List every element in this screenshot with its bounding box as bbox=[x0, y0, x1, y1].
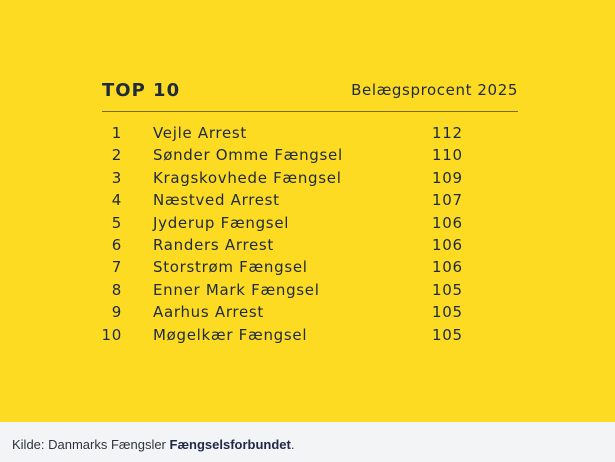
row-value: 105 bbox=[432, 303, 463, 322]
row-rank: 2 bbox=[111, 146, 122, 165]
row-name: Storstrøm Fængsel bbox=[153, 258, 308, 277]
caption-period: . bbox=[290, 437, 295, 452]
row-value: 112 bbox=[432, 124, 463, 142]
row-value: 106 bbox=[432, 258, 463, 277]
row-name: Enner Mark Fængsel bbox=[153, 280, 320, 299]
caption-credit[interactable]: Fængselsforbundet bbox=[169, 437, 291, 452]
row-rank: 9 bbox=[111, 303, 122, 322]
row-name: Vejle Arrest bbox=[153, 124, 247, 142]
row-rank: 6 bbox=[111, 236, 122, 254]
source-caption: Kilde: Danmarks Fængsler Fængselsforbund… bbox=[0, 422, 615, 462]
row-rank: 4 bbox=[111, 191, 122, 210]
row-name: Sønder Omme Fængsel bbox=[153, 146, 343, 165]
row-name: Møgelkær Fængsel bbox=[153, 325, 308, 344]
row-name: Aarhus Arrest bbox=[153, 303, 264, 322]
column-header: Belægsprocent 2025 bbox=[351, 81, 518, 99]
row-value: 106 bbox=[432, 213, 463, 232]
row-rank: 1 bbox=[111, 124, 122, 142]
row-rank: 7 bbox=[111, 258, 122, 277]
row-value: 107 bbox=[432, 191, 463, 210]
chart-title: TOP 10 bbox=[102, 80, 181, 101]
row-rank: 3 bbox=[111, 168, 122, 187]
row-name: Næstved Arrest bbox=[153, 191, 280, 210]
row-value: 106 bbox=[432, 236, 463, 254]
row-rank: 8 bbox=[111, 280, 122, 299]
header-divider bbox=[102, 111, 518, 112]
table-header: TOP 10 Belægsprocent 2025 bbox=[102, 80, 518, 102]
chart-panel: TOP 10 Belægsprocent 2025 1 Vejle Arrest 1… bbox=[0, 0, 615, 422]
row-rank: 5 bbox=[111, 213, 122, 232]
row-rank: 10 bbox=[101, 325, 122, 344]
caption-text: Kilde: Danmarks Fængsler Fængselsforbund… bbox=[12, 437, 294, 452]
row-value: 105 bbox=[432, 280, 463, 299]
row-value: 109 bbox=[432, 168, 463, 187]
row-name: Kragskovhede Fængsel bbox=[153, 168, 342, 187]
row-name: Randers Arrest bbox=[153, 236, 275, 254]
row-name: Jyderup Fængsel bbox=[153, 213, 290, 232]
row-value: 105 bbox=[432, 325, 463, 344]
row-value: 110 bbox=[432, 146, 463, 165]
caption-source: Kilde: Danmarks Fængsler bbox=[12, 437, 166, 452]
